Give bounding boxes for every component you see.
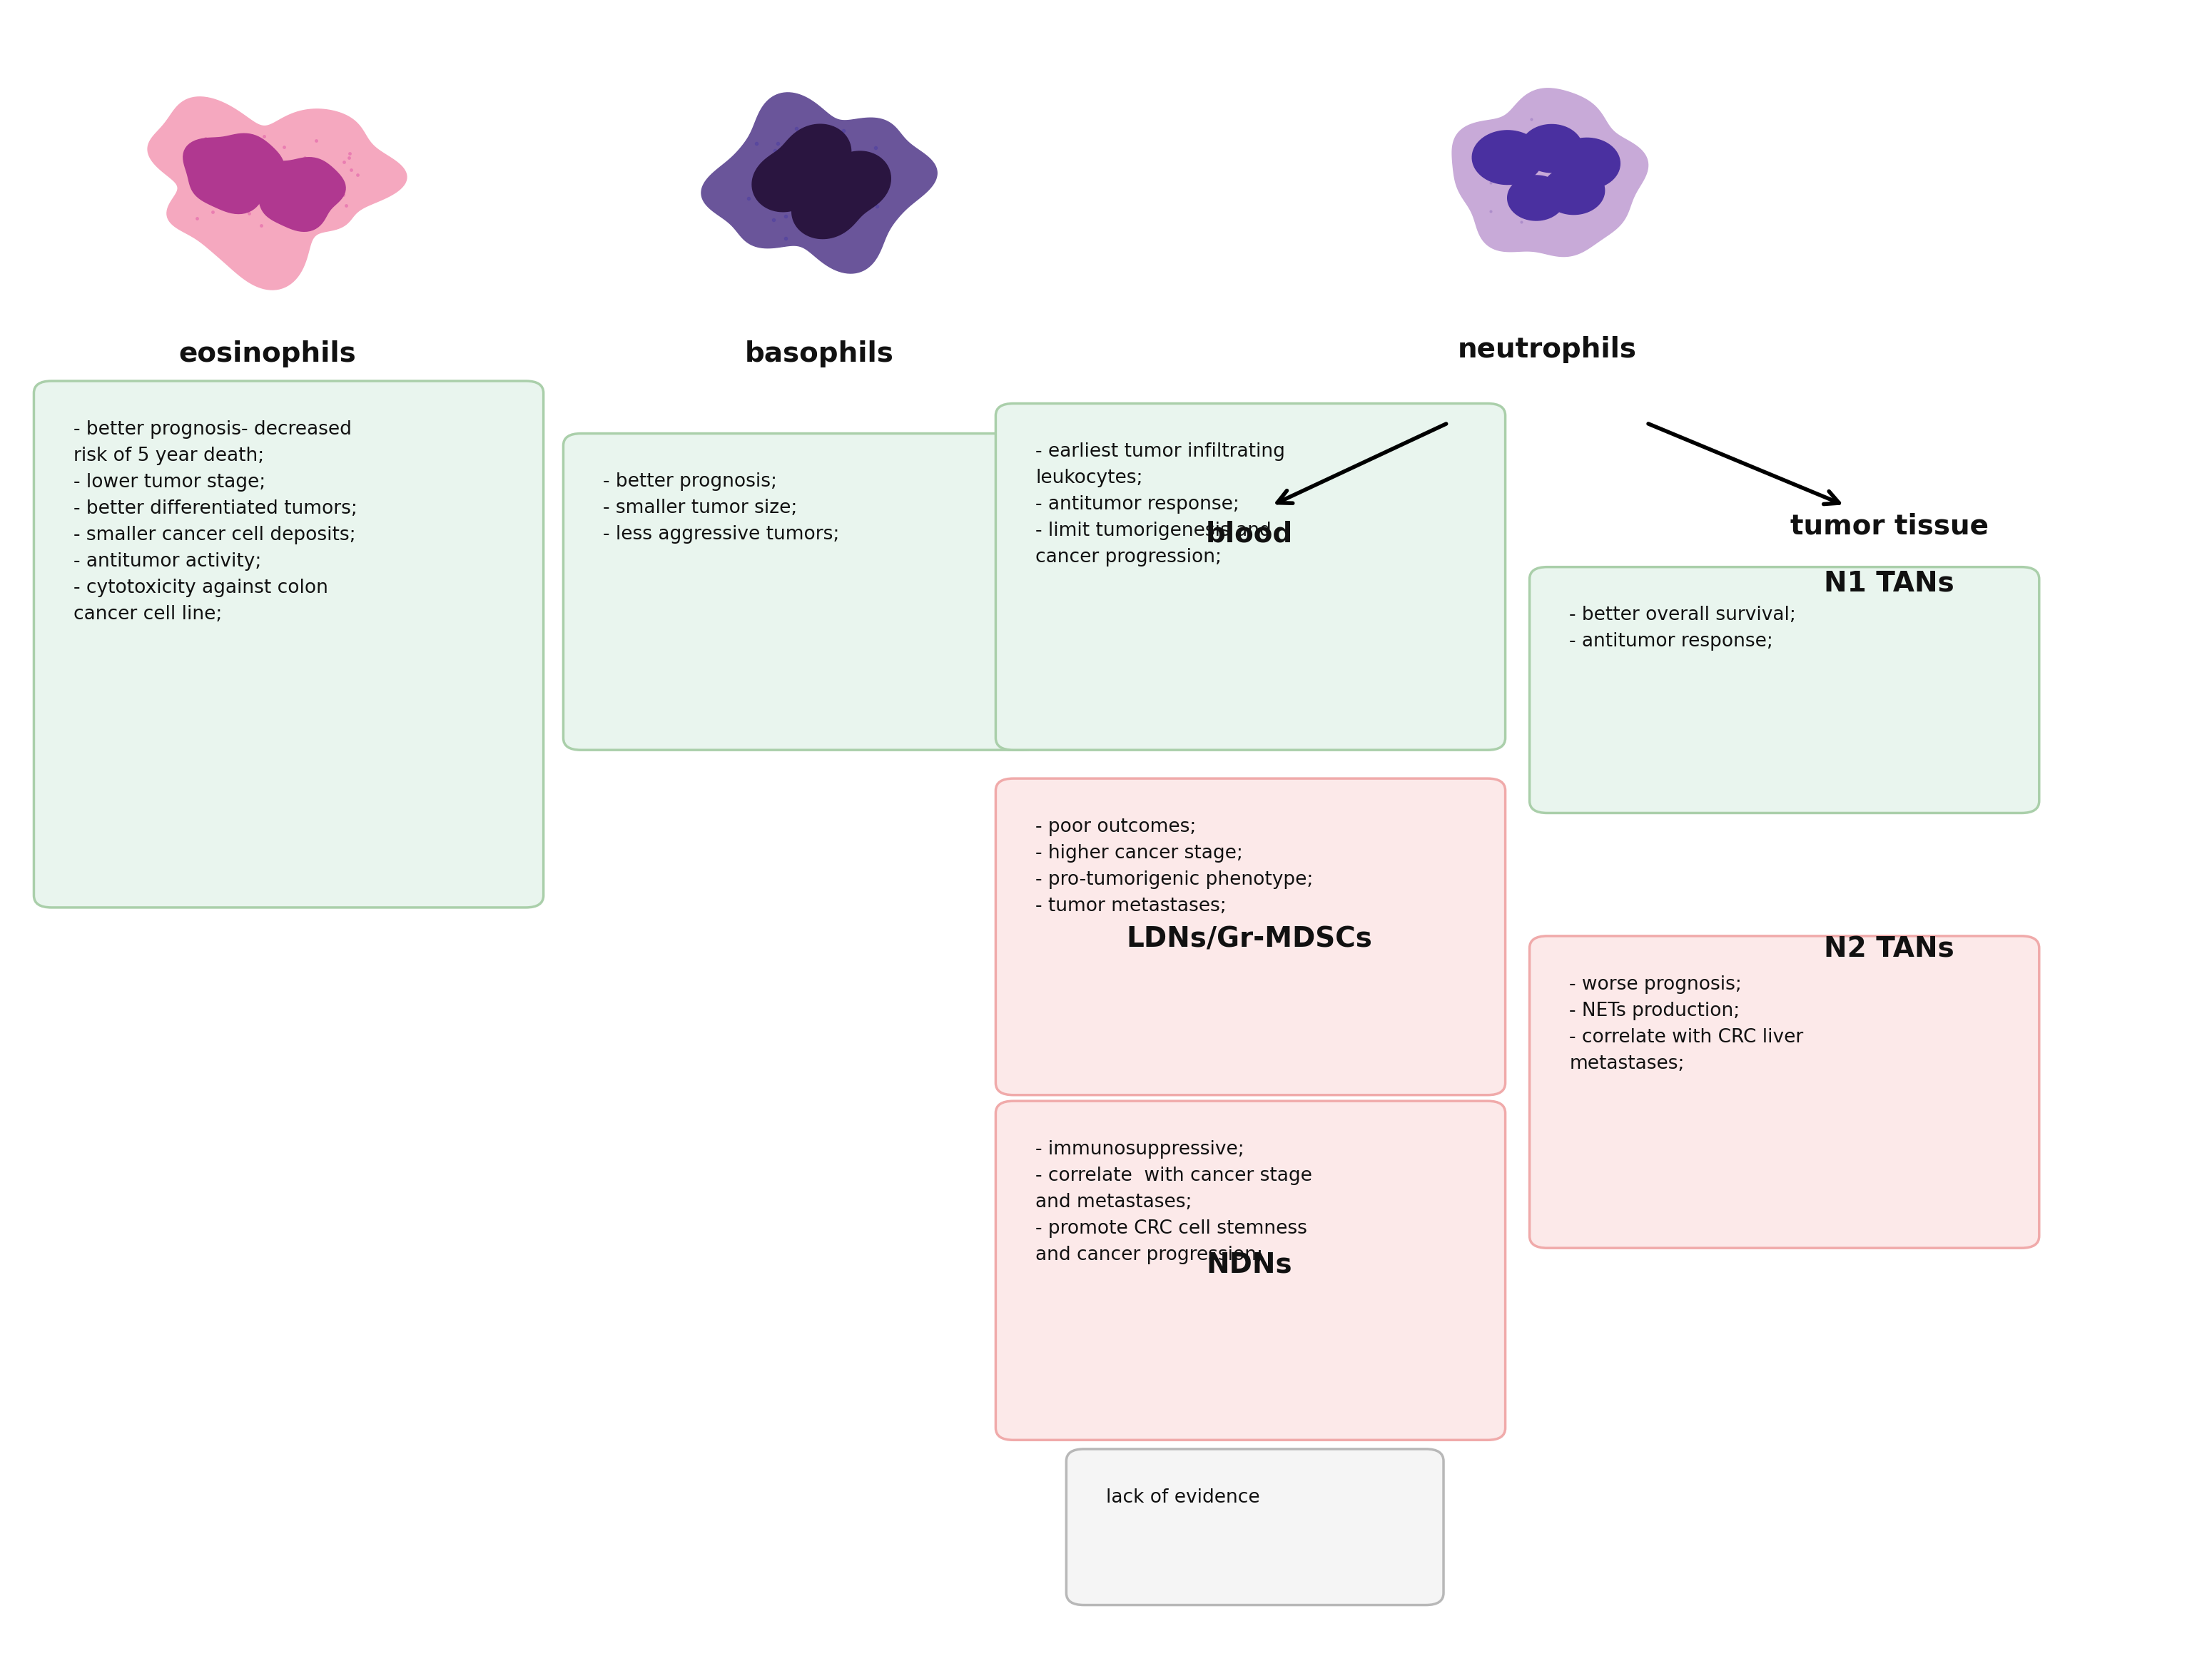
FancyBboxPatch shape bbox=[564, 434, 1040, 750]
Text: lack of evidence: lack of evidence bbox=[1106, 1489, 1261, 1507]
Text: tumor tissue: tumor tissue bbox=[1790, 513, 1989, 540]
Polygon shape bbox=[184, 134, 283, 214]
Polygon shape bbox=[1451, 88, 1648, 257]
Text: - better prognosis;
- smaller tumor size;
- less aggressive tumors;: - better prognosis; - smaller tumor size… bbox=[604, 472, 841, 543]
Polygon shape bbox=[701, 93, 938, 273]
Text: neutrophils: neutrophils bbox=[1458, 336, 1637, 363]
Text: - better prognosis- decreased
risk of 5 year death;
- lower tumor stage;
- bette: - better prognosis- decreased risk of 5 … bbox=[73, 421, 358, 623]
FancyBboxPatch shape bbox=[33, 381, 544, 907]
Text: N1 TANs: N1 TANs bbox=[1825, 570, 1955, 598]
Text: - earliest tumor infiltrating
leukocytes;
- antitumor response;
- limit tumorige: - earliest tumor infiltrating leukocytes… bbox=[1035, 442, 1285, 566]
Polygon shape bbox=[1522, 124, 1582, 172]
Polygon shape bbox=[792, 151, 891, 238]
Text: LDNs/Gr-MDSCs: LDNs/Gr-MDSCs bbox=[1126, 926, 1371, 952]
Text: - poor outcomes;
- higher cancer stage;
- pro-tumorigenic phenotype;
- tumor met: - poor outcomes; - higher cancer stage; … bbox=[1035, 818, 1314, 916]
FancyBboxPatch shape bbox=[995, 404, 1506, 750]
Polygon shape bbox=[1542, 167, 1604, 215]
Text: NDNs: NDNs bbox=[1206, 1250, 1292, 1278]
Polygon shape bbox=[1473, 131, 1542, 184]
FancyBboxPatch shape bbox=[1528, 566, 2039, 813]
Text: - immunosuppressive;
- correlate  with cancer stage
and metastases;
- promote CR: - immunosuppressive; - correlate with ca… bbox=[1035, 1139, 1312, 1264]
FancyBboxPatch shape bbox=[995, 1101, 1506, 1441]
Text: N2 TANs: N2 TANs bbox=[1825, 936, 1955, 964]
Polygon shape bbox=[148, 98, 407, 290]
Polygon shape bbox=[1509, 176, 1564, 220]
Text: - worse prognosis;
- NETs production;
- correlate with CRC liver
metastases;: - worse prognosis; - NETs production; - … bbox=[1568, 975, 1803, 1073]
Text: blood: blood bbox=[1206, 520, 1294, 548]
Text: eosinophils: eosinophils bbox=[179, 341, 356, 368]
FancyBboxPatch shape bbox=[995, 778, 1506, 1095]
Text: - better overall survival;
- antitumor response;: - better overall survival; - antitumor r… bbox=[1568, 606, 1796, 651]
FancyBboxPatch shape bbox=[1528, 936, 2039, 1249]
Polygon shape bbox=[1553, 137, 1619, 189]
Polygon shape bbox=[752, 124, 852, 212]
FancyBboxPatch shape bbox=[1066, 1449, 1444, 1605]
Polygon shape bbox=[254, 157, 345, 232]
Text: basophils: basophils bbox=[745, 341, 894, 368]
